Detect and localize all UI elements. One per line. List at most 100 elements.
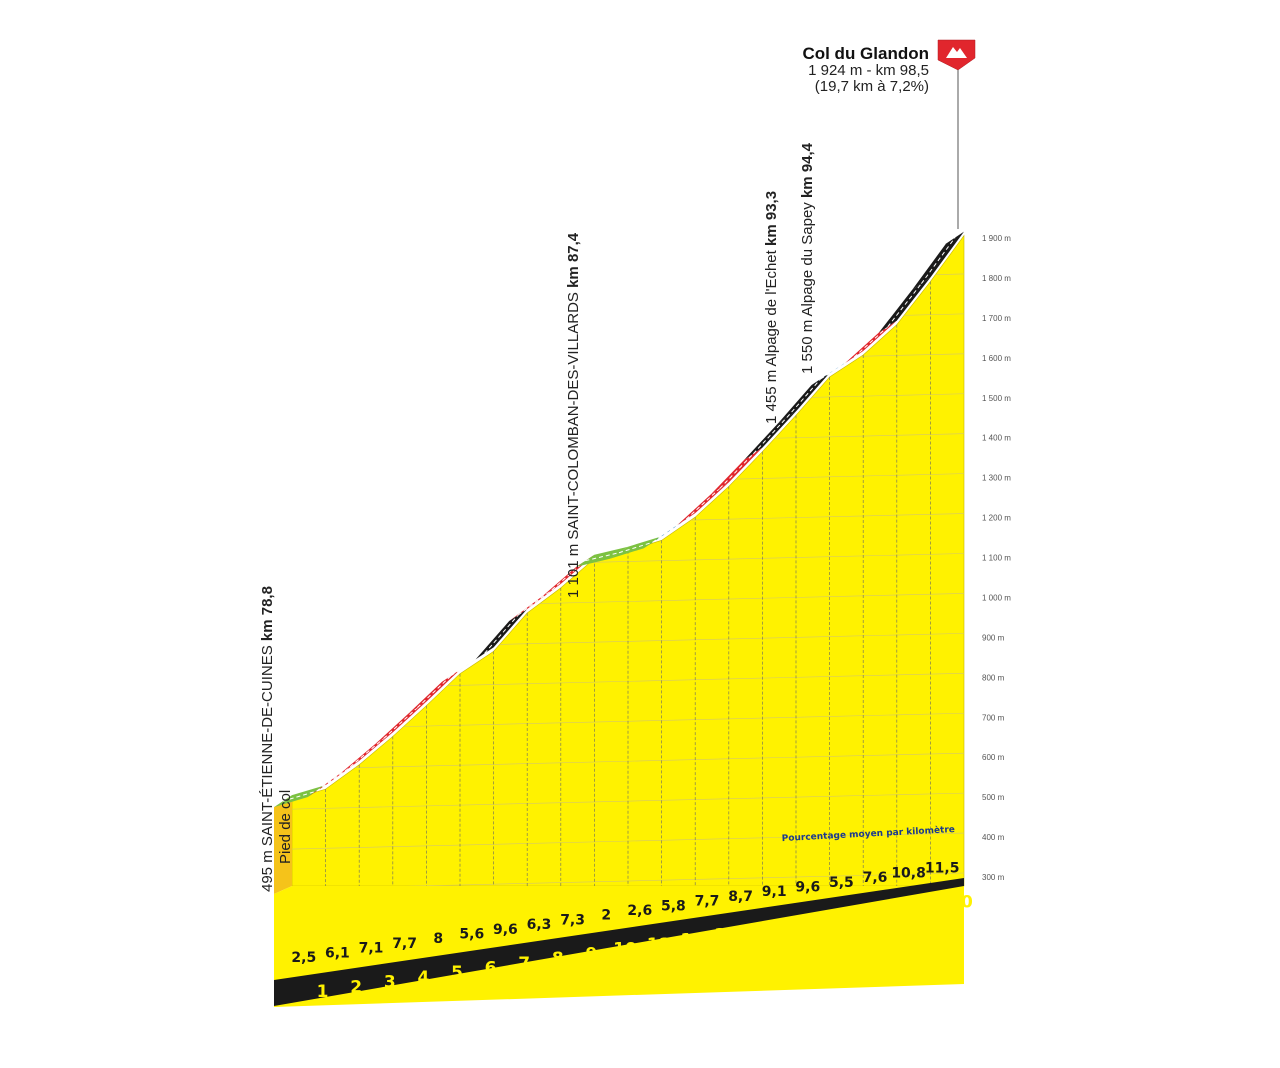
road-segment [778, 372, 830, 424]
location-name: 1 101 m SAINT-COLOMBAN-DES-VILLARDS [565, 288, 582, 598]
percent-label: 6,1 [325, 945, 350, 961]
percent-label: 6,3 [527, 917, 552, 933]
km-label: 12 [680, 930, 704, 950]
percent-label: 8,7 [728, 889, 753, 905]
summit-layer: Col du Glandon 1 924 m - km 98,5 (19,7 k… [802, 39, 976, 229]
percent-label: 2 [601, 908, 611, 924]
percent-label: 9,6 [795, 880, 820, 896]
y-tick-label: 1 400 m [982, 434, 1011, 443]
y-tick-label: 1 200 m [982, 514, 1011, 523]
location-name: 1 455 m Alpage de l'Echet [763, 246, 780, 424]
km-label: 9 [585, 944, 597, 964]
km-label: 3 [384, 973, 396, 993]
profile-fill-layer [274, 234, 965, 894]
y-tick-label: 600 m [982, 753, 1005, 762]
km-label: 14 [748, 921, 772, 941]
percent-label: 2,5 [291, 950, 316, 966]
road-centerline [920, 237, 956, 284]
km-label: 7 [518, 954, 530, 974]
location-name: 1 550 m Alpage du Sapey [799, 198, 816, 374]
profile-start-face [274, 799, 292, 894]
road-centerline [417, 675, 452, 709]
road-centerline [753, 416, 788, 455]
km-strip [274, 878, 964, 1006]
y-tick-label: 800 m [982, 673, 1005, 682]
summit-name: Col du Glandon [802, 44, 929, 63]
y-tick-label: 1 600 m [982, 354, 1011, 363]
road-centerline [282, 790, 317, 802]
km-label: 2 [350, 977, 362, 997]
percent-label: 7,3 [560, 912, 585, 928]
location-label: 495 m SAINT-ÉTIENNE-DE-CUINES km 78,8 [259, 586, 276, 892]
km-label: 10 [613, 940, 637, 960]
percent-label: 7,1 [359, 941, 384, 957]
location-name: 495 m SAINT-ÉTIENNE-DE-CUINES [259, 641, 276, 892]
km-label: 19 [916, 897, 940, 917]
percent-label: 11,5 [925, 861, 960, 877]
location-label: 1 455 m Alpage de l'Echet km 93,3 [763, 191, 780, 424]
percent-label: 10,8 [891, 865, 926, 881]
road-centerline [484, 614, 519, 654]
y-tick-label: 400 m [982, 833, 1005, 842]
road-centerline [786, 378, 821, 418]
percent-label: 5,8 [661, 898, 686, 914]
y-tick-label: 1 500 m [982, 394, 1011, 403]
y-tick-label: 1 800 m [982, 274, 1011, 283]
percent-label: 7,6 [863, 870, 888, 886]
percent-label: 9,6 [493, 922, 518, 938]
km-label: 16 [815, 912, 839, 932]
percent-label: 7,7 [392, 936, 417, 952]
percent-label: 5,5 [829, 875, 854, 891]
km-label: 1 [317, 982, 329, 1002]
percent-label: 7,7 [695, 894, 720, 910]
y-tick-label: 900 m [982, 633, 1005, 642]
road-centerline [383, 707, 418, 739]
location-km: km 93,3 [763, 191, 780, 246]
km-label: 4 [417, 968, 429, 988]
km-label: 11 [647, 935, 671, 955]
road-layer [274, 231, 964, 808]
summit-climb-stats: (19,7 km à 7,2%) [815, 78, 929, 95]
km-label: 13 [714, 926, 738, 946]
km-label: 17 [848, 907, 872, 927]
y-axis-layer: 1 900 m 1 800 m 1 700 m 1 600 m 1 500 m 1 400… [982, 234, 1011, 882]
y-tick-label: 1 700 m [982, 314, 1011, 323]
grid-line [292, 235, 964, 251]
location-km: km 87,4 [565, 232, 582, 288]
location-label: 1 101 m SAINT-COLOMBAN-DES-VILLARDS km 8… [565, 232, 582, 598]
location-sublabel: Pied de col [277, 790, 294, 864]
percent-label: 5,6 [459, 927, 484, 943]
road-centerline [585, 552, 620, 562]
road-centerline [349, 738, 385, 768]
percent-label: 2,6 [627, 903, 652, 919]
y-tick-label: 500 m [982, 793, 1005, 802]
summit-altitude-km: 1 924 m - km 98,5 [808, 62, 929, 79]
y-tick-label: 1 000 m [982, 593, 1011, 602]
mountain-icon [946, 47, 967, 58]
km-label: 20 [949, 893, 973, 913]
location-label: 1 550 m Alpage du Sapey km 94,4 [799, 142, 816, 374]
road-centerline [719, 453, 754, 489]
y-tick-label: 1 900 m [982, 234, 1011, 243]
location-km: km 78,8 [259, 586, 276, 641]
road-centerline [887, 283, 922, 327]
road-centerline [853, 326, 889, 358]
km-label: 6 [485, 959, 497, 979]
y-tick-label: 1 300 m [982, 474, 1011, 483]
km-label: 8 [552, 949, 564, 969]
km-label: 18 [882, 902, 906, 922]
y-tick-label: 700 m [982, 713, 1005, 722]
road-segment [878, 277, 931, 333]
base-band-layer [274, 878, 964, 1007]
km-label: 15 [781, 916, 805, 936]
road-segment [475, 609, 528, 660]
y-tick-label: 1 100 m [982, 554, 1011, 563]
road-centerline [618, 541, 653, 554]
label-layer: 2,516,127,137,74855,669,676,387,392102,6… [259, 142, 973, 1002]
road-centerline [685, 488, 721, 520]
grid-line [292, 273, 964, 291]
percent-label: 8 [433, 931, 443, 947]
base-yellow [274, 886, 964, 1007]
y-tick-label: 300 m [982, 873, 1005, 882]
